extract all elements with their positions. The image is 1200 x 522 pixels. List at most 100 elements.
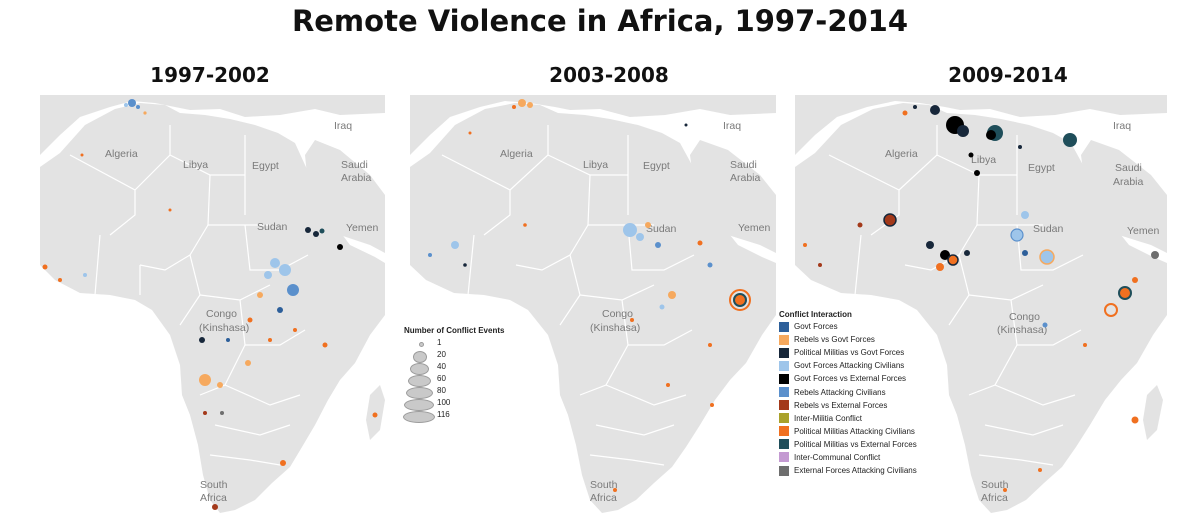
legend-item[interactable]: Inter-Militia Conflict: [779, 412, 979, 425]
map-2003-2008[interactable]: Algeria Libya Egypt Iraq Saudi Arabia Su…: [410, 95, 776, 522]
legend-swatch-icon: [779, 452, 789, 463]
conflict-interaction-legend: Conflict Interaction Govt Forces Rebels v…: [779, 310, 979, 477]
event-marker: [668, 291, 676, 299]
legend-item[interactable]: External Forces Attacking Civilians: [779, 464, 979, 477]
legend-item[interactable]: Govt Forces: [779, 320, 979, 333]
legend-item[interactable]: Govt Forces vs External Forces: [779, 372, 979, 385]
event-marker: [636, 233, 644, 241]
size-legend-value: 20: [437, 350, 446, 359]
event-markers: [42, 99, 378, 510]
label-saudi: Saudi: [1115, 162, 1142, 174]
legend-label: Govt Forces vs External Forces: [794, 374, 907, 384]
event-marker: [451, 241, 459, 249]
legend-item[interactable]: Political Militias vs Govt Forces: [779, 346, 979, 359]
event-marker: [428, 253, 432, 257]
event-marker: [124, 103, 128, 107]
size-legend-value: 116: [437, 410, 450, 419]
legend-item[interactable]: Political Militias vs External Forces: [779, 438, 979, 451]
event-marker: [659, 304, 665, 310]
label-yemen: Yemen: [1127, 225, 1159, 237]
event-marker: [1132, 277, 1138, 283]
event-marker: [655, 242, 661, 248]
event-marker: [957, 125, 969, 137]
legend-label: Inter-Militia Conflict: [794, 413, 863, 423]
size-legend-value: 100: [437, 398, 451, 407]
size-legend-value: 60: [437, 374, 446, 383]
africa-map-svg-1: Algeria Libya Egypt Iraq Saudi Arabia Su…: [40, 95, 385, 513]
event-marker: [630, 318, 634, 322]
country-labels: Algeria Libya Egypt Iraq Saudi Arabia Su…: [885, 120, 1159, 504]
event-marker: [322, 342, 328, 348]
event-marker: [245, 360, 251, 366]
legend-item[interactable]: Political Militias Attacking Civilians: [779, 425, 979, 438]
size-legend-title: Number of Conflict Events: [404, 326, 505, 335]
event-marker: [818, 263, 822, 267]
land-layer: [40, 95, 385, 513]
event-marker: [1083, 343, 1087, 347]
event-marker: [136, 105, 140, 109]
event-marker: [143, 111, 147, 115]
event-marker: [313, 231, 319, 237]
label-iraq: Iraq: [334, 120, 352, 132]
event-marker: [226, 338, 230, 342]
label-algeria: Algeria: [105, 148, 138, 160]
event-marker: [947, 254, 959, 266]
label-congo: Congo: [206, 308, 237, 320]
borders-layer: [69, 125, 309, 466]
event-marker: [293, 328, 297, 332]
event-marker: [968, 152, 974, 158]
event-marker: [697, 240, 703, 246]
label-congo: Congo: [1009, 311, 1040, 323]
size-legend-value: 80: [437, 386, 446, 395]
label-south: South: [590, 479, 618, 491]
label-africa: Africa: [590, 492, 617, 504]
land-layer: [795, 95, 1167, 513]
event-marker: [645, 222, 651, 228]
figure-title: Remote Violence in Africa, 1997-2014: [291, 4, 909, 38]
event-marker: [708, 343, 712, 347]
size-bubble-icon: [410, 363, 429, 375]
legend-label: Political Militias vs Govt Forces: [794, 348, 905, 358]
event-marker: [986, 130, 996, 140]
label-libya: Libya: [971, 154, 996, 166]
map-2009-2014[interactable]: Algeria Libya Egypt Iraq Saudi Arabia Su…: [795, 95, 1167, 522]
legend-item[interactable]: Inter-Communal Conflict: [779, 451, 979, 464]
legend-swatch-icon: [779, 400, 789, 411]
legend-swatch-icon: [779, 439, 789, 450]
legend-item[interactable]: Rebels Attacking Civilians: [779, 385, 979, 398]
event-marker: [974, 170, 980, 176]
event-marker: [512, 105, 516, 109]
legend-swatch-icon: [779, 347, 789, 358]
legend-label: Inter-Communal Conflict: [794, 452, 881, 462]
event-marker: [372, 412, 378, 418]
category-legend-title: Conflict Interaction: [779, 310, 852, 319]
legend-label: Political Militias vs External Forces: [794, 439, 917, 449]
panel-title-1997-2002: 1997-2002: [150, 63, 270, 87]
event-marker: [902, 110, 908, 116]
event-marker: [527, 102, 533, 108]
size-legend: Number of Conflict Events 1 20 40 60 80 …: [400, 326, 540, 436]
legend-item[interactable]: Rebels vs External Forces: [779, 399, 979, 412]
event-marker: [1042, 322, 1048, 328]
event-marker: [305, 227, 311, 233]
label-iraq: Iraq: [723, 120, 741, 132]
legend-swatch-icon: [779, 465, 789, 476]
label-libya: Libya: [583, 159, 608, 171]
event-marker: [463, 263, 467, 267]
event-marker: [1131, 416, 1139, 424]
label-kinshasa: (Kinshasa): [997, 324, 1047, 336]
map-1997-2002[interactable]: Algeria Libya Egypt Iraq Saudi Arabia Su…: [40, 95, 385, 522]
legend-label: Rebels Attacking Civilians: [794, 387, 886, 397]
event-marker: [268, 338, 272, 342]
legend-swatch-icon: [779, 321, 789, 332]
event-marker: [1038, 468, 1042, 472]
event-marker: [666, 383, 670, 387]
country-labels: Algeria Libya Egypt Iraq Saudi Arabia Su…: [500, 120, 770, 504]
event-marker: [518, 99, 526, 107]
legend-item[interactable]: Govt Forces Attacking Civilians: [779, 359, 979, 372]
event-marker: [280, 460, 286, 466]
event-marker: [203, 411, 207, 415]
legend-item[interactable]: Rebels vs Govt Forces: [779, 333, 979, 346]
event-marker: [1018, 145, 1022, 149]
label-africa: Africa: [981, 492, 1008, 504]
